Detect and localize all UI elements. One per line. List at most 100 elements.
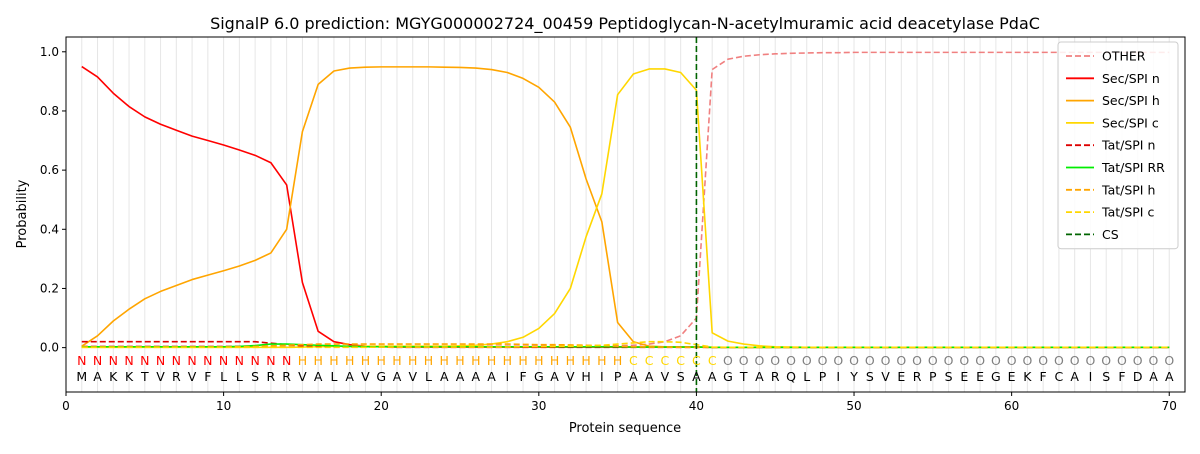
residue-letter: A — [645, 369, 654, 384]
residue-letter: L — [803, 369, 810, 384]
region-letter: O — [1022, 353, 1032, 368]
series-line-tat-spi-c — [81, 340, 1170, 349]
residue-letter: L — [425, 369, 432, 384]
residue-letter: T — [739, 369, 748, 384]
legend-label: CS — [1102, 227, 1119, 242]
residue-letter: F — [1040, 369, 1047, 384]
region-letter: O — [770, 353, 780, 368]
region-letter: H — [518, 353, 527, 368]
residue-letter: A — [345, 369, 354, 384]
region-letter: N — [187, 353, 196, 368]
region-letter: H — [392, 353, 401, 368]
residue-letter: A — [314, 369, 323, 384]
region-letter: C — [645, 353, 654, 368]
region-letter: O — [1164, 353, 1174, 368]
residue-letter: A — [692, 369, 701, 384]
residue-letter: D — [1133, 369, 1143, 384]
region-letter: H — [329, 353, 338, 368]
region-letter: O — [786, 353, 796, 368]
series-line-sec-spi-c — [81, 68, 1170, 349]
residue-letter: G — [376, 369, 386, 384]
residue-letter: H — [581, 369, 590, 384]
region-letter: H — [503, 353, 512, 368]
region-letter: H — [613, 353, 622, 368]
x-tick-label: 20 — [374, 399, 389, 413]
legend-label: OTHER — [1102, 49, 1146, 64]
x-tick-label: 10 — [216, 399, 231, 413]
residue-letter: A — [755, 369, 764, 384]
region-letter: O — [1117, 353, 1127, 368]
residue-letter: F — [1118, 369, 1125, 384]
region-letter: O — [1054, 353, 1064, 368]
region-letter: O — [739, 353, 749, 368]
region-letter: O — [1133, 353, 1143, 368]
region-letter: O — [1086, 353, 1096, 368]
residue-letter: R — [913, 369, 922, 384]
region-letter: O — [975, 353, 985, 368]
region-letter: N — [203, 353, 212, 368]
region-letter: N — [156, 353, 165, 368]
residue-letter: K — [109, 369, 118, 384]
x-tick-label: 40 — [689, 399, 704, 413]
residue-letter: K — [125, 369, 134, 384]
region-letter: O — [881, 353, 891, 368]
region-letter: N — [109, 353, 118, 368]
residue-letter: A — [440, 369, 449, 384]
sequence-annotation: NMNANKNKNTNVNRNVNFNLNLNSNRNRHVHAHLHAHVHG… — [76, 353, 1174, 384]
residue-letter: L — [330, 369, 337, 384]
region-letter: N — [250, 353, 259, 368]
residue-letter: V — [361, 369, 370, 384]
region-letter: O — [991, 353, 1001, 368]
residue-letter: E — [1008, 369, 1016, 384]
region-letter: O — [1101, 353, 1111, 368]
region-letter: O — [944, 353, 954, 368]
residue-letter: R — [282, 369, 291, 384]
region-letter: O — [1070, 353, 1080, 368]
x-tick-label: 50 — [846, 399, 861, 413]
y-tick-label: 0.6 — [40, 163, 59, 177]
plot-frame — [65, 36, 1186, 393]
y-tick-label: 1.0 — [40, 45, 59, 59]
region-letter: H — [377, 353, 386, 368]
region-letter: H — [597, 353, 606, 368]
residue-letter: A — [550, 369, 559, 384]
region-letter: H — [408, 353, 417, 368]
residue-letter: V — [298, 369, 307, 384]
region-letter: N — [235, 353, 244, 368]
x-tick-label: 60 — [1004, 399, 1019, 413]
region-letter: H — [487, 353, 496, 368]
region-letter: H — [566, 353, 575, 368]
residue-letter: A — [629, 369, 638, 384]
residue-letter: V — [408, 369, 417, 384]
residue-letter: M — [76, 369, 87, 384]
region-letter: O — [833, 353, 843, 368]
y-axis-label: Probability — [15, 179, 30, 248]
legend-label: Sec/SPI n — [1102, 71, 1160, 86]
legend-label: Tat/SPI h — [1101, 182, 1155, 197]
region-letter: C — [676, 353, 685, 368]
residue-letter: G — [991, 369, 1001, 384]
residue-letter: S — [945, 369, 953, 384]
residue-letter: L — [236, 369, 243, 384]
region-letter: O — [928, 353, 938, 368]
region-letter: H — [298, 353, 307, 368]
region-letter: H — [455, 353, 464, 368]
residue-letter: Q — [786, 369, 796, 384]
series-line-other — [81, 51, 1170, 347]
legend-label: Sec/SPI c — [1102, 115, 1159, 130]
region-letter: H — [581, 353, 590, 368]
region-letter: H — [424, 353, 433, 368]
region-letter: N — [140, 353, 149, 368]
region-letter: C — [708, 353, 717, 368]
residue-letter: G — [534, 369, 544, 384]
residue-letter: S — [251, 369, 259, 384]
x-tick-label: 70 — [1162, 399, 1177, 413]
legend-box — [1057, 41, 1179, 250]
region-letter: O — [723, 353, 733, 368]
residue-letter: V — [188, 369, 197, 384]
series-lines — [81, 51, 1170, 349]
region-letter: O — [912, 353, 922, 368]
region-letter: N — [77, 353, 86, 368]
legend-label: Tat/SPI c — [1101, 205, 1154, 220]
residue-letter: S — [866, 369, 874, 384]
